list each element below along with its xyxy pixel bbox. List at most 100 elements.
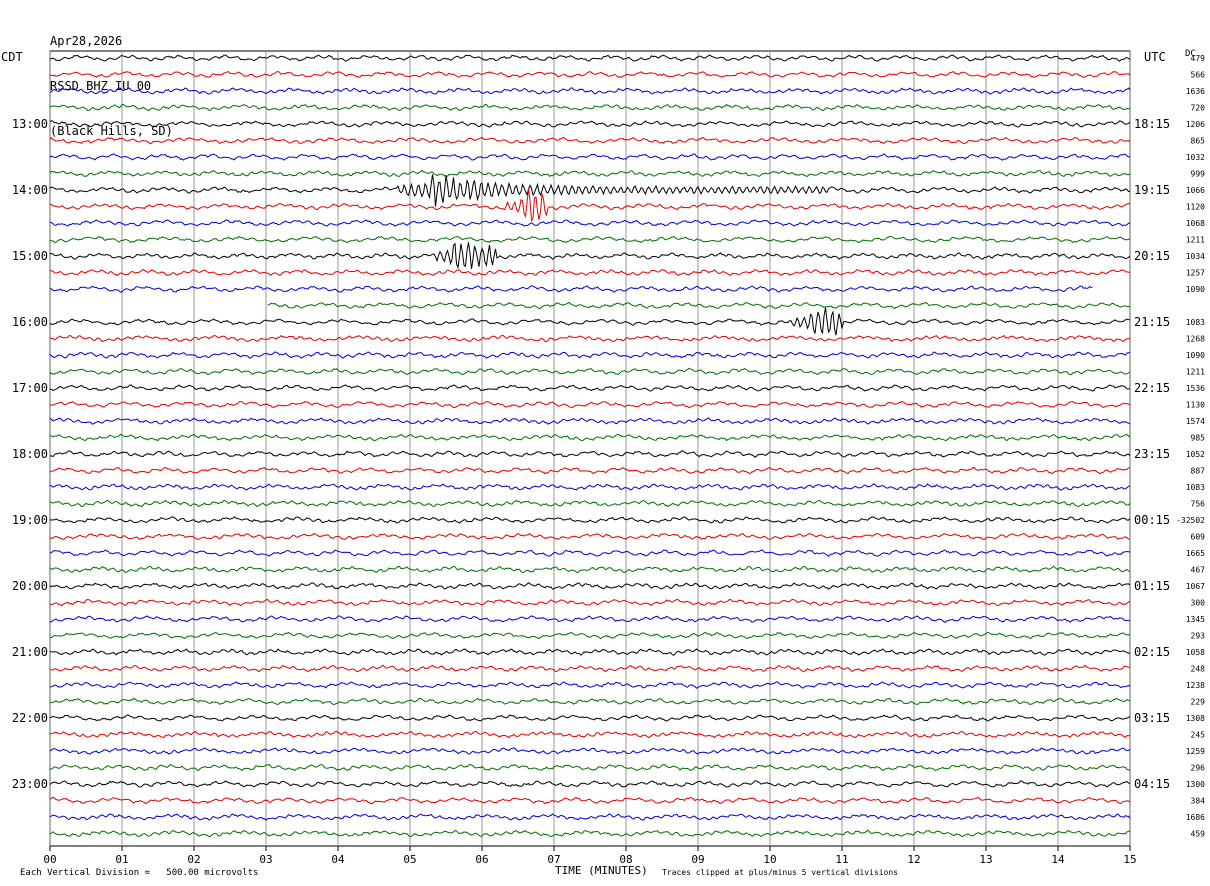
trace-line-blue bbox=[49, 615, 1130, 623]
right-time-label: 01:15 bbox=[1134, 579, 1170, 593]
trace-line-black bbox=[49, 648, 1131, 656]
dc-offset-label: 1206 bbox=[1186, 120, 1205, 129]
trace-line-black bbox=[49, 120, 1131, 128]
trace-line-blue bbox=[49, 153, 1131, 161]
trace-line-green bbox=[49, 367, 1131, 376]
dc-offset-label: 1257 bbox=[1186, 269, 1205, 278]
dc-offset-label: 999 bbox=[1191, 170, 1206, 179]
date-label: Apr28,2026 bbox=[50, 34, 123, 48]
left-time-label: 21:00 bbox=[12, 645, 48, 659]
dc-offset-label: 293 bbox=[1191, 632, 1206, 641]
dc-offset-label: 1068 bbox=[1186, 219, 1205, 228]
trace-line-red bbox=[49, 532, 1131, 541]
trace-line-blue bbox=[49, 351, 1131, 359]
trace-line-green bbox=[49, 433, 1131, 442]
left-timezone-label: CDT bbox=[1, 50, 23, 64]
dc-offset-label: 1268 bbox=[1186, 335, 1205, 344]
dc-offset-label: 1130 bbox=[1186, 401, 1205, 410]
right-time-label: 23:15 bbox=[1134, 447, 1170, 461]
left-time-label: 16:00 bbox=[12, 315, 48, 329]
right-time-label: 21:15 bbox=[1134, 315, 1170, 329]
dc-offset-label: -32502 bbox=[1176, 516, 1205, 525]
left-time-label: 18:00 bbox=[12, 447, 48, 461]
dc-offset-label: 1536 bbox=[1186, 384, 1205, 393]
x-tick-label: 13 bbox=[979, 853, 992, 866]
dc-offset-label: 245 bbox=[1191, 731, 1206, 740]
dc-offset-label: 756 bbox=[1191, 500, 1206, 509]
dc-offset-label: 1034 bbox=[1186, 252, 1205, 261]
right-time-label: 18:15 bbox=[1134, 117, 1170, 131]
dc-offset-label: 1066 bbox=[1186, 186, 1205, 195]
dc-offset-label: 609 bbox=[1191, 533, 1206, 542]
dc-offset-label: 1090 bbox=[1186, 285, 1205, 294]
x-tick-label: 11 bbox=[835, 853, 848, 866]
trace-line-green bbox=[49, 763, 1131, 772]
trace-line-blue bbox=[49, 87, 1131, 95]
dc-offset-label: 720 bbox=[1191, 104, 1206, 113]
dc-offset-label: 1308 bbox=[1186, 714, 1205, 723]
left-time-label: 17:00 bbox=[12, 381, 48, 395]
clip-note: Traces clipped at plus/minus 5 vertical … bbox=[662, 868, 899, 877]
x-tick-label: 07 bbox=[547, 853, 560, 866]
dc-offset-label: 467 bbox=[1191, 566, 1206, 575]
right-time-label: 03:15 bbox=[1134, 711, 1170, 725]
dc-offset-label: 1211 bbox=[1186, 368, 1205, 377]
trace-line-green bbox=[49, 235, 1131, 244]
trace-line-black bbox=[49, 242, 1131, 270]
dc-offset-label: 296 bbox=[1191, 764, 1206, 773]
dc-offset-label: 1083 bbox=[1186, 483, 1205, 492]
x-tick-label: 02 bbox=[187, 853, 200, 866]
dc-offset-label: 1300 bbox=[1186, 780, 1205, 789]
dc-offset-label: 566 bbox=[1191, 71, 1206, 80]
left-time-label: 19:00 bbox=[12, 513, 48, 527]
trace-line-black bbox=[49, 384, 1131, 392]
trace-line-blue bbox=[49, 285, 1093, 293]
trace-line-blue bbox=[49, 549, 1131, 557]
dc-offset-label: 479 bbox=[1191, 54, 1206, 63]
right-time-label: 00:15 bbox=[1134, 513, 1170, 527]
trace-line-green bbox=[49, 697, 1131, 706]
left-time-label: 20:00 bbox=[12, 579, 48, 593]
dc-offset-label: 1032 bbox=[1186, 153, 1205, 162]
dc-offset-label: 1052 bbox=[1186, 450, 1205, 459]
trace-line-red bbox=[49, 796, 1131, 805]
x-tick-label: 01 bbox=[115, 853, 128, 866]
dc-offset-label: 1067 bbox=[1186, 582, 1205, 591]
trace-line-red bbox=[49, 598, 1131, 607]
left-time-label: 23:00 bbox=[12, 777, 48, 791]
trace-line-red bbox=[49, 730, 1131, 739]
trace-line-green bbox=[49, 631, 1131, 640]
dc-header: DC bbox=[1185, 49, 1196, 59]
dc-offset-label: 1090 bbox=[1186, 351, 1205, 360]
dc-offset-label: 384 bbox=[1191, 797, 1206, 806]
dc-offset-label: 300 bbox=[1191, 599, 1206, 608]
dc-offset-label: 1211 bbox=[1186, 236, 1205, 245]
trace-line-red bbox=[49, 466, 1131, 475]
left-time-label: 13:00 bbox=[12, 117, 48, 131]
dc-offset-label: 1665 bbox=[1186, 549, 1205, 558]
trace-line-green bbox=[49, 169, 1131, 178]
trace-line-blue bbox=[49, 417, 1131, 425]
left-time-label: 15:00 bbox=[12, 249, 48, 263]
x-tick-label: 03 bbox=[259, 853, 272, 866]
dc-offset-label: 1636 bbox=[1186, 87, 1205, 96]
trace-line-green bbox=[49, 103, 1130, 112]
x-tick-label: 09 bbox=[691, 853, 704, 866]
trace-line-black bbox=[49, 516, 1131, 524]
trace-line-black bbox=[49, 307, 1131, 336]
x-tick-label: 06 bbox=[475, 853, 488, 866]
trace-line-black bbox=[49, 780, 1131, 788]
scale-note: Each Vertical Division = 500.00 microvol… bbox=[20, 868, 259, 878]
x-tick-label: 15 bbox=[1123, 853, 1136, 866]
dc-offset-label: 985 bbox=[1191, 434, 1206, 443]
trace-line-red bbox=[49, 188, 1131, 223]
trace-line-blue bbox=[49, 813, 1131, 821]
right-time-label: 22:15 bbox=[1134, 381, 1170, 395]
trace-line-red bbox=[49, 70, 1131, 79]
dc-offset-label: 1345 bbox=[1186, 615, 1205, 624]
dc-offset-label: 248 bbox=[1191, 665, 1206, 674]
dc-offset-label: 1259 bbox=[1186, 747, 1205, 756]
x-tick-label: 05 bbox=[403, 853, 416, 866]
left-time-label: 14:00 bbox=[12, 183, 48, 197]
